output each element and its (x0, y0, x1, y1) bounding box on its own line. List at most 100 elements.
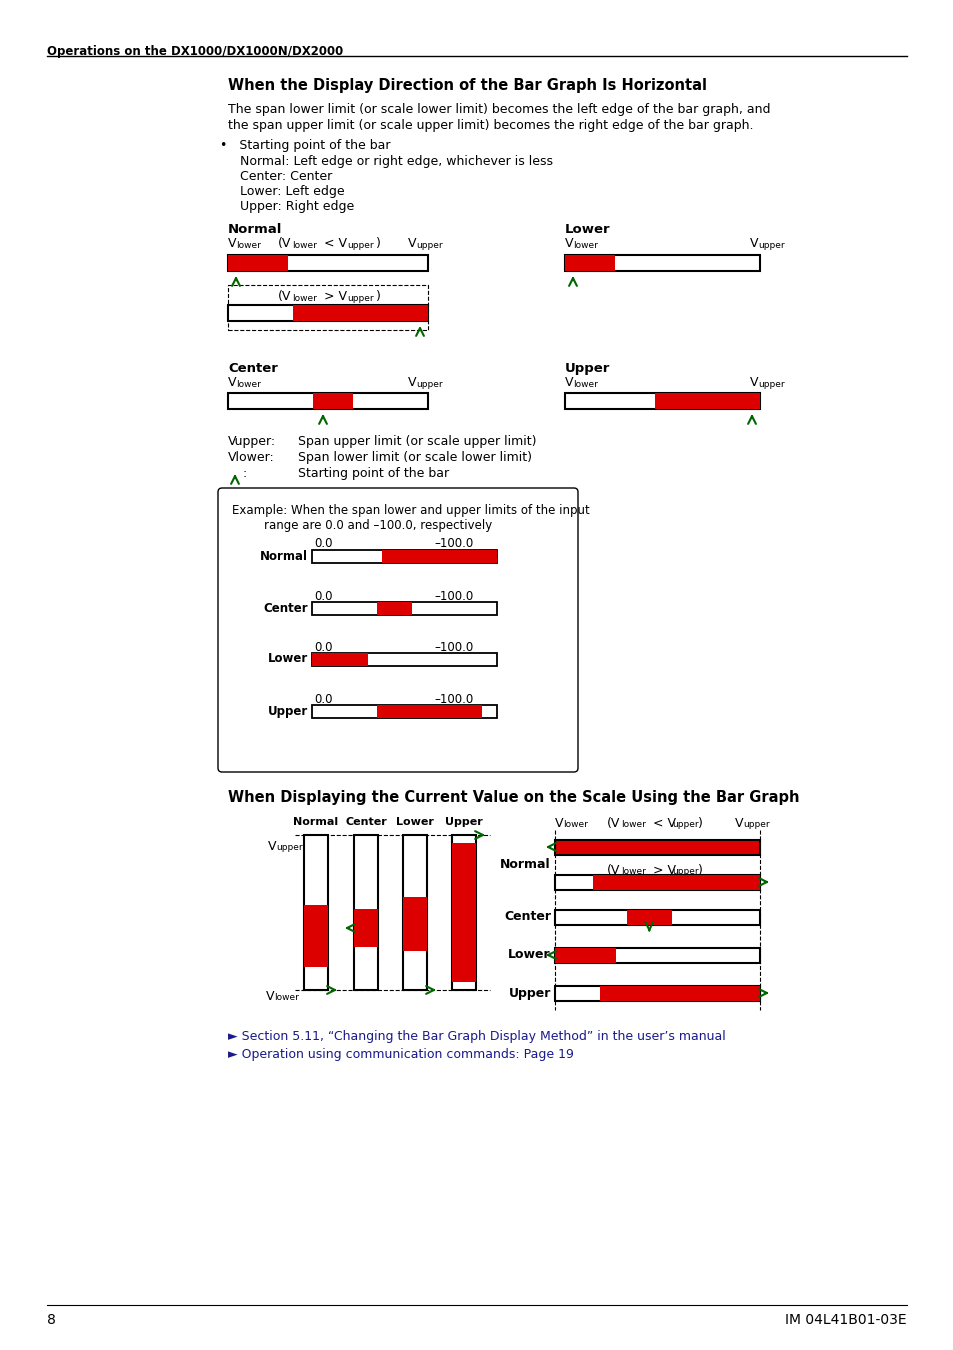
Text: lower: lower (274, 994, 298, 1002)
Bar (312, 602, 497, 616)
Text: ► Section 5.11, “Changing the Bar Graph Display Method” in the user’s manual: ► Section 5.11, “Changing the Bar Graph … (228, 1030, 725, 1044)
Text: V: V (266, 990, 274, 1003)
Text: Operations on the DX1000/DX1000N/DX2000: Operations on the DX1000/DX1000N/DX2000 (47, 45, 343, 58)
Bar (555, 986, 760, 1000)
Text: Lower: Lower (564, 223, 610, 236)
Bar (626, 910, 671, 925)
Text: Normal: Normal (228, 223, 282, 236)
Text: ► Operation using communication commands: Page 19: ► Operation using communication commands… (228, 1048, 574, 1061)
Bar (564, 255, 615, 271)
Text: Lower: Lower (268, 652, 308, 666)
Text: Example: When the span lower and upper limits of the input: Example: When the span lower and upper l… (232, 504, 589, 517)
Text: ): ) (698, 864, 702, 878)
Bar (555, 840, 760, 855)
Text: range are 0.0 and –100.0, respectively: range are 0.0 and –100.0, respectively (264, 518, 492, 532)
Text: Span lower limit (or scale lower limit): Span lower limit (or scale lower limit) (297, 451, 532, 464)
Text: When Displaying the Current Value on the Scale Using the Bar Graph: When Displaying the Current Value on the… (228, 790, 799, 805)
Text: upper: upper (671, 819, 698, 829)
Text: upper: upper (758, 242, 783, 250)
Bar (228, 305, 428, 321)
Text: Lower: Left edge: Lower: Left edge (240, 185, 344, 198)
Text: Center: Center (345, 817, 387, 828)
Text: V: V (564, 377, 573, 389)
Text: lower: lower (292, 294, 316, 302)
Text: V: V (749, 238, 758, 250)
Bar (313, 393, 353, 409)
Text: > V: > V (648, 864, 676, 878)
Text: 8: 8 (47, 1314, 56, 1327)
Text: :: : (243, 467, 247, 481)
Text: Lower: Lower (508, 949, 551, 961)
Text: V: V (228, 238, 236, 250)
Text: upper: upper (416, 242, 442, 250)
Text: –100.0: –100.0 (434, 590, 473, 603)
Bar (304, 836, 328, 990)
Text: •   Starting point of the bar: • Starting point of the bar (220, 139, 390, 153)
Bar (564, 393, 760, 409)
Bar (564, 255, 760, 271)
Text: Normal: Normal (294, 817, 338, 828)
Bar (312, 653, 497, 666)
FancyBboxPatch shape (218, 487, 578, 772)
Text: Vlower:: Vlower: (228, 451, 274, 464)
Text: lower: lower (573, 242, 598, 250)
Text: Upper: Upper (445, 817, 482, 828)
Bar (555, 948, 760, 963)
Bar (304, 904, 328, 967)
Text: lower: lower (292, 242, 316, 250)
Text: upper: upper (347, 294, 374, 302)
Bar (555, 910, 760, 925)
Text: V: V (555, 817, 563, 830)
Text: Span upper limit (or scale upper limit): Span upper limit (or scale upper limit) (297, 435, 536, 448)
Text: (V: (V (606, 817, 619, 830)
Text: V: V (228, 377, 236, 389)
Bar (402, 896, 427, 952)
Bar (312, 705, 497, 718)
Bar (354, 910, 377, 946)
Text: Starting point of the bar: Starting point of the bar (297, 467, 449, 481)
Text: Upper: Upper (268, 705, 308, 717)
Text: V: V (268, 840, 276, 853)
Text: (V: (V (277, 238, 291, 250)
Text: V: V (408, 238, 416, 250)
Bar (228, 393, 428, 409)
Text: upper: upper (416, 379, 442, 389)
Text: –100.0: –100.0 (434, 641, 473, 653)
Text: lower: lower (235, 242, 260, 250)
Text: upper: upper (758, 379, 783, 389)
Text: 0.0: 0.0 (314, 537, 333, 549)
Bar (555, 875, 760, 890)
Text: Upper: Upper (564, 362, 610, 375)
Text: V: V (734, 817, 742, 830)
Text: upper: upper (671, 867, 698, 876)
Bar (228, 255, 428, 271)
Text: Normal: Normal (260, 549, 308, 563)
Bar (376, 602, 412, 616)
Text: Normal: Left edge or right edge, whichever is less: Normal: Left edge or right edge, whichev… (240, 155, 553, 167)
Text: Center: Center: Center: Center (240, 170, 332, 184)
Text: ): ) (698, 817, 702, 830)
Text: Vupper:: Vupper: (228, 435, 275, 448)
Text: V: V (408, 377, 416, 389)
Text: the span upper limit (or scale upper limit) becomes the right edge of the bar gr: the span upper limit (or scale upper lim… (228, 119, 753, 132)
Bar (293, 305, 428, 321)
Text: Upper: Upper (508, 987, 551, 999)
Text: Normal: Normal (500, 859, 551, 871)
Text: Center: Center (228, 362, 277, 375)
Bar (655, 393, 760, 409)
Bar (312, 653, 368, 666)
Text: Lower: Lower (395, 817, 434, 828)
Text: < V: < V (319, 238, 347, 250)
Text: lower: lower (235, 379, 260, 389)
Text: lower: lower (573, 379, 598, 389)
Text: Center: Center (263, 602, 308, 614)
Text: (V: (V (606, 864, 619, 878)
Text: When the Display Direction of the Bar Graph Is Horizontal: When the Display Direction of the Bar Gr… (228, 78, 706, 93)
Text: (V: (V (277, 290, 291, 302)
Text: upper: upper (275, 842, 302, 852)
Bar (593, 875, 760, 890)
Text: IM 04L41B01-03E: IM 04L41B01-03E (784, 1314, 906, 1327)
Bar (228, 255, 288, 271)
Text: V: V (564, 238, 573, 250)
Text: ): ) (375, 290, 380, 302)
